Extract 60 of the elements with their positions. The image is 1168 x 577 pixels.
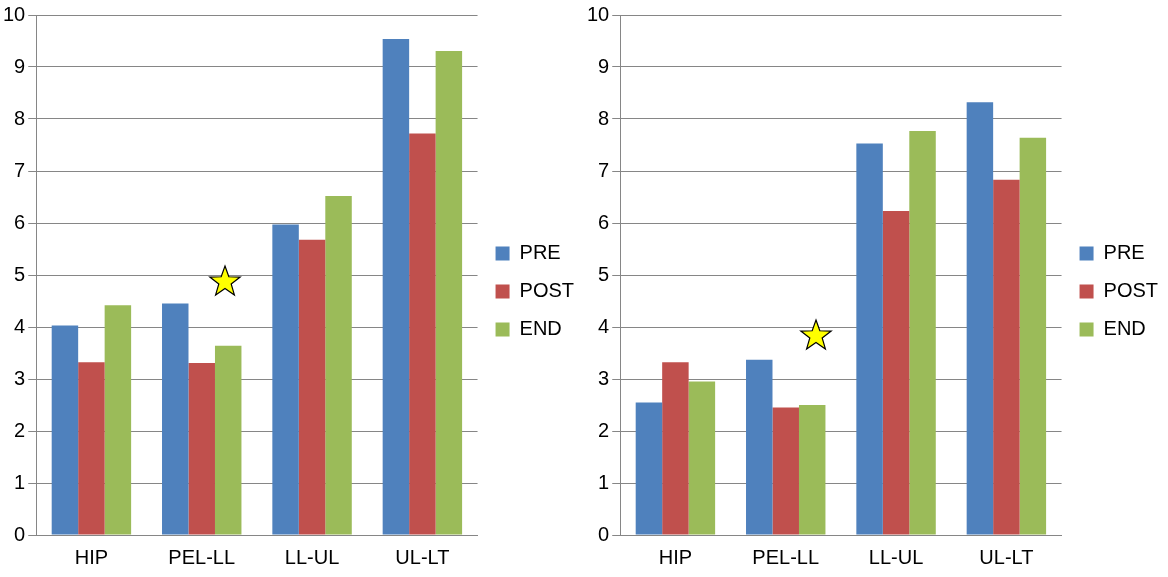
legend-label: END xyxy=(1103,317,1146,340)
x-tick-label: PEL-LL xyxy=(752,545,820,568)
bar xyxy=(966,102,994,535)
bar xyxy=(78,362,105,535)
legend-label: PRE xyxy=(519,241,561,264)
legend-label: END xyxy=(519,317,562,340)
bar xyxy=(662,362,689,535)
x-tick-label: UL-LT xyxy=(395,545,450,568)
bar xyxy=(882,211,910,535)
y-tick-label: 1 xyxy=(14,470,26,493)
x-tick-label: PEL-LL xyxy=(168,545,236,568)
y-tick-label: 6 xyxy=(14,210,26,233)
bar xyxy=(162,303,189,535)
legend-label: POST xyxy=(519,279,574,302)
x-tick-label: HIP xyxy=(658,545,693,568)
bar xyxy=(993,179,1020,535)
bar xyxy=(188,362,215,535)
y-tick-label: 0 xyxy=(598,522,610,545)
bar xyxy=(272,224,299,535)
y-tick-label: 2 xyxy=(14,418,26,441)
bar xyxy=(746,359,773,535)
y-tick-label: 4 xyxy=(14,314,26,337)
y-tick-label: 5 xyxy=(14,262,26,285)
x-tick-label: LL-UL xyxy=(868,545,924,568)
bar xyxy=(382,38,410,535)
bar xyxy=(51,325,79,535)
y-tick-label: 7 xyxy=(14,158,26,181)
y-tick-label: 9 xyxy=(14,54,26,77)
y-tick-label: 2 xyxy=(598,418,610,441)
bar xyxy=(325,195,352,535)
y-tick-label: 6 xyxy=(598,210,610,233)
bar xyxy=(435,50,463,535)
y-tick-label: 10 xyxy=(3,2,26,25)
y-tick-label: 5 xyxy=(598,262,610,285)
legend-label: PRE xyxy=(1103,241,1145,264)
bar xyxy=(856,143,883,535)
y-tick-label: 4 xyxy=(598,314,610,337)
y-tick-label: 9 xyxy=(598,54,610,77)
y-tick-label: 3 xyxy=(598,366,610,389)
y-tick-label: 1 xyxy=(598,470,610,493)
bar xyxy=(214,345,242,535)
bar xyxy=(1019,137,1047,535)
y-tick-label: 10 xyxy=(587,2,610,25)
y-tick-label: 8 xyxy=(14,106,26,129)
y-tick-label: 7 xyxy=(598,158,610,181)
bar xyxy=(772,407,799,535)
bar xyxy=(104,305,132,535)
x-tick-label: LL-UL xyxy=(284,545,340,568)
bar xyxy=(635,402,663,535)
bar xyxy=(409,133,436,535)
x-tick-label: UL-LT xyxy=(979,545,1034,568)
y-tick-label: 8 xyxy=(598,106,610,129)
y-tick-label: 3 xyxy=(14,366,26,389)
bar xyxy=(298,239,326,535)
legend-label: POST xyxy=(1103,279,1158,302)
bar xyxy=(909,130,936,535)
bar xyxy=(688,381,716,535)
y-tick-label: 0 xyxy=(14,522,26,545)
bar xyxy=(798,405,826,535)
x-tick-label: HIP xyxy=(74,545,109,568)
